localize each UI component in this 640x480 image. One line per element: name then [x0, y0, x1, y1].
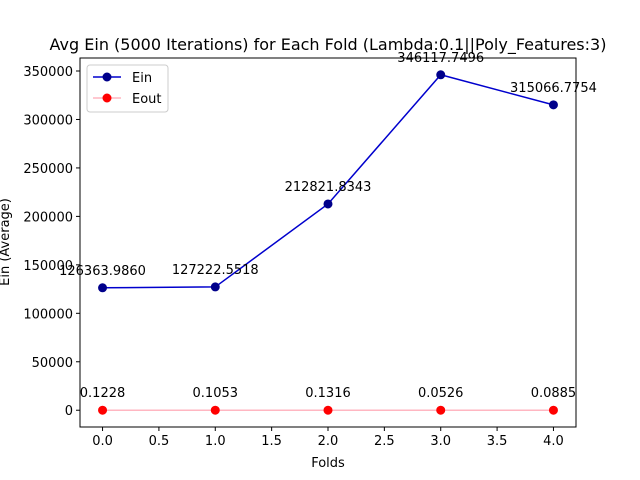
- data-point: [323, 199, 333, 209]
- y-tick-label: 100000: [23, 307, 73, 322]
- data-point: [436, 405, 446, 415]
- x-tick-label: 3.5: [487, 434, 508, 449]
- axes-frame: [79, 57, 577, 428]
- data-label: 127222.5518: [172, 263, 259, 278]
- y-tick-label: 250000: [23, 162, 73, 177]
- x-tick-label: 2.0: [318, 434, 339, 449]
- y-tick-label: 0: [65, 404, 73, 419]
- data-label: 126363.9860: [59, 264, 146, 279]
- data-point: [98, 405, 108, 415]
- data-point: [436, 70, 446, 80]
- y-tick-label: 150000: [23, 259, 73, 274]
- y-axis-title: Ein (Average): [0, 198, 13, 286]
- data-point: [548, 100, 558, 110]
- data-point: [323, 405, 333, 415]
- chart-title: Avg Ein (5000 Iterations) for Each Fold …: [50, 35, 607, 55]
- data-label: 0.1053: [193, 386, 239, 401]
- plot-area: 126363.9860 127222.5518212821.8343346117.…: [59, 51, 597, 415]
- x-axis-title: Folds: [311, 456, 345, 471]
- series-eout: 0.1228 0.1053 0.1316 0.0526 0.0885: [80, 386, 577, 415]
- legend-label: Ein: [132, 71, 152, 86]
- x-tick-label: 2.5: [374, 434, 395, 449]
- legend-entry: Eout: [93, 92, 162, 107]
- data-point: [548, 405, 558, 415]
- x-tick-label: 3.0: [430, 434, 451, 449]
- x-tick-label: 1.0: [205, 434, 226, 449]
- y-axis: 0 50000 100000 150000 200000 250000 300000 3500…: [23, 65, 80, 419]
- x-tick-label: 1.5: [261, 434, 282, 449]
- x-axis: 0.0 0.5 1.0 1.5 2.0 2.5 3.0 3.5 4.0: [92, 427, 564, 449]
- legend-swatch-marker: [102, 72, 112, 82]
- data-label: 0.1316: [305, 386, 351, 401]
- y-tick-label: 50000: [32, 356, 73, 371]
- data-point: [98, 283, 108, 293]
- x-tick-label: 0.5: [149, 434, 170, 449]
- x-tick-label: 0.0: [92, 434, 113, 449]
- legend-entry: Ein: [93, 71, 152, 86]
- x-tick-label: 4.0: [543, 434, 564, 449]
- y-tick-label: 200000: [23, 210, 73, 225]
- data-point: [210, 282, 220, 292]
- data-point: [210, 405, 220, 415]
- data-label: 0.0885: [531, 386, 577, 401]
- legend: Ein Eout: [86, 64, 169, 113]
- legend-swatch-marker: [102, 93, 112, 103]
- data-label: 315066.7754: [510, 81, 597, 96]
- legend-label: Eout: [132, 92, 162, 107]
- data-label: 0.1228: [80, 386, 126, 401]
- data-label: 212821.8343: [285, 180, 372, 195]
- data-label: 0.0526: [418, 386, 464, 401]
- y-tick-label: 350000: [23, 65, 73, 80]
- y-tick-label: 300000: [23, 113, 73, 128]
